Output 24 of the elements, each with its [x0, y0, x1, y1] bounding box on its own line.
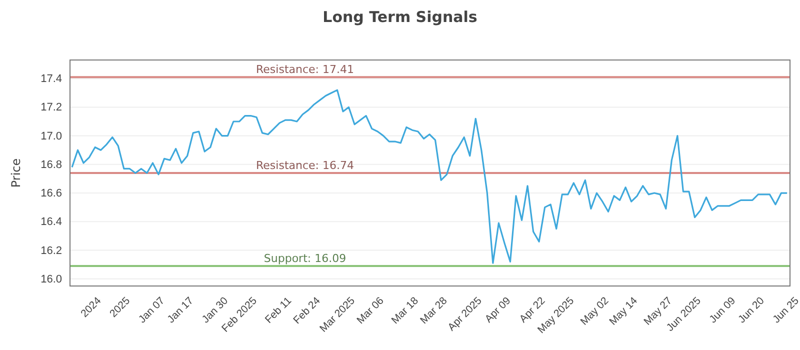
x-tick-label: Jan 07	[136, 294, 168, 326]
x-tick-label: Jun 20	[736, 294, 767, 326]
ref-line-label: Resistance: 17.41	[256, 63, 354, 76]
x-tick-label: Jun 09	[707, 294, 738, 326]
line-series	[71, 89, 788, 264]
y-tick-label: 17.0	[40, 130, 62, 142]
y-tick-label: 16.4	[40, 216, 62, 228]
x-tick-label: Mar 06	[354, 294, 386, 326]
y-tick-label: 16.8	[40, 158, 62, 171]
x-tick-label: Jun 25	[770, 294, 800, 326]
y-tick-label: 16.0	[40, 273, 62, 286]
x-tick-label: Mar 28	[418, 294, 450, 326]
chart-title: Long Term Signals	[322, 8, 478, 26]
y-tick-label: 16.2	[40, 244, 62, 257]
ref-line-label: Resistance: 16.74	[256, 159, 354, 172]
y-tick-label: 16.6	[40, 188, 62, 200]
y-tick-label: 17.2	[40, 102, 62, 114]
x-tick-label: May 14	[607, 294, 640, 328]
ref-line-label: Support: 16.09	[264, 252, 346, 265]
x-tick-label: Mar 18	[389, 294, 421, 326]
x-tick-label: Jan 17	[165, 294, 196, 326]
y-axis-title: Price	[9, 158, 23, 188]
x-tick-label: Apr 09	[482, 294, 514, 326]
y-tick-label: 17.4	[40, 73, 62, 86]
